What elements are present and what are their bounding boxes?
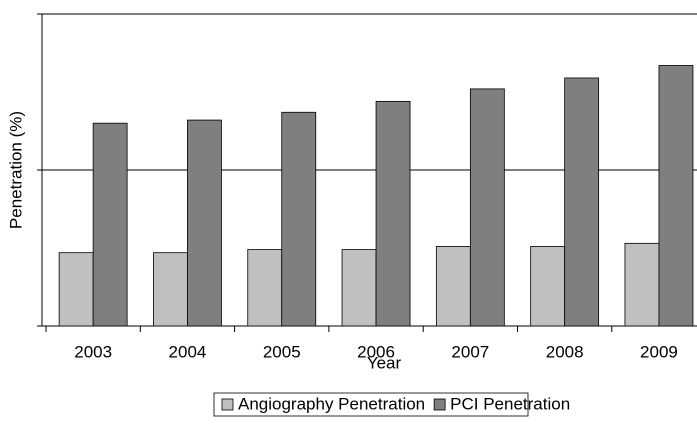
bar	[58, 252, 94, 327]
bar	[247, 249, 283, 327]
bar	[375, 100, 411, 327]
x-tick-label: 2005	[263, 342, 301, 361]
x-tick-label: 2009	[640, 342, 678, 361]
x-tick-label: 2004	[169, 342, 207, 361]
x-tick-label: 2003	[74, 342, 112, 361]
bar	[153, 252, 188, 327]
legend-swatch	[433, 398, 446, 411]
x-axis-label: Year	[367, 353, 402, 372]
x-tick-label: 2006	[357, 342, 395, 361]
bar	[624, 242, 660, 327]
legend-label: Angiography Penetration	[238, 394, 425, 413]
legend-label: PCI Penetration	[450, 394, 570, 413]
bar	[658, 65, 694, 327]
bar	[187, 119, 222, 327]
y-axis-label: Penetration (%)	[6, 111, 25, 229]
legend-box	[213, 392, 529, 417]
bar	[469, 88, 505, 327]
x-tick-label: 2007	[451, 342, 489, 361]
legend-swatch	[221, 398, 234, 411]
bar	[530, 246, 566, 327]
bar	[281, 111, 317, 327]
bar	[92, 122, 128, 327]
bar	[564, 77, 600, 327]
bar	[435, 246, 471, 327]
bar	[341, 249, 377, 327]
x-tick-label: 2008	[546, 342, 584, 361]
